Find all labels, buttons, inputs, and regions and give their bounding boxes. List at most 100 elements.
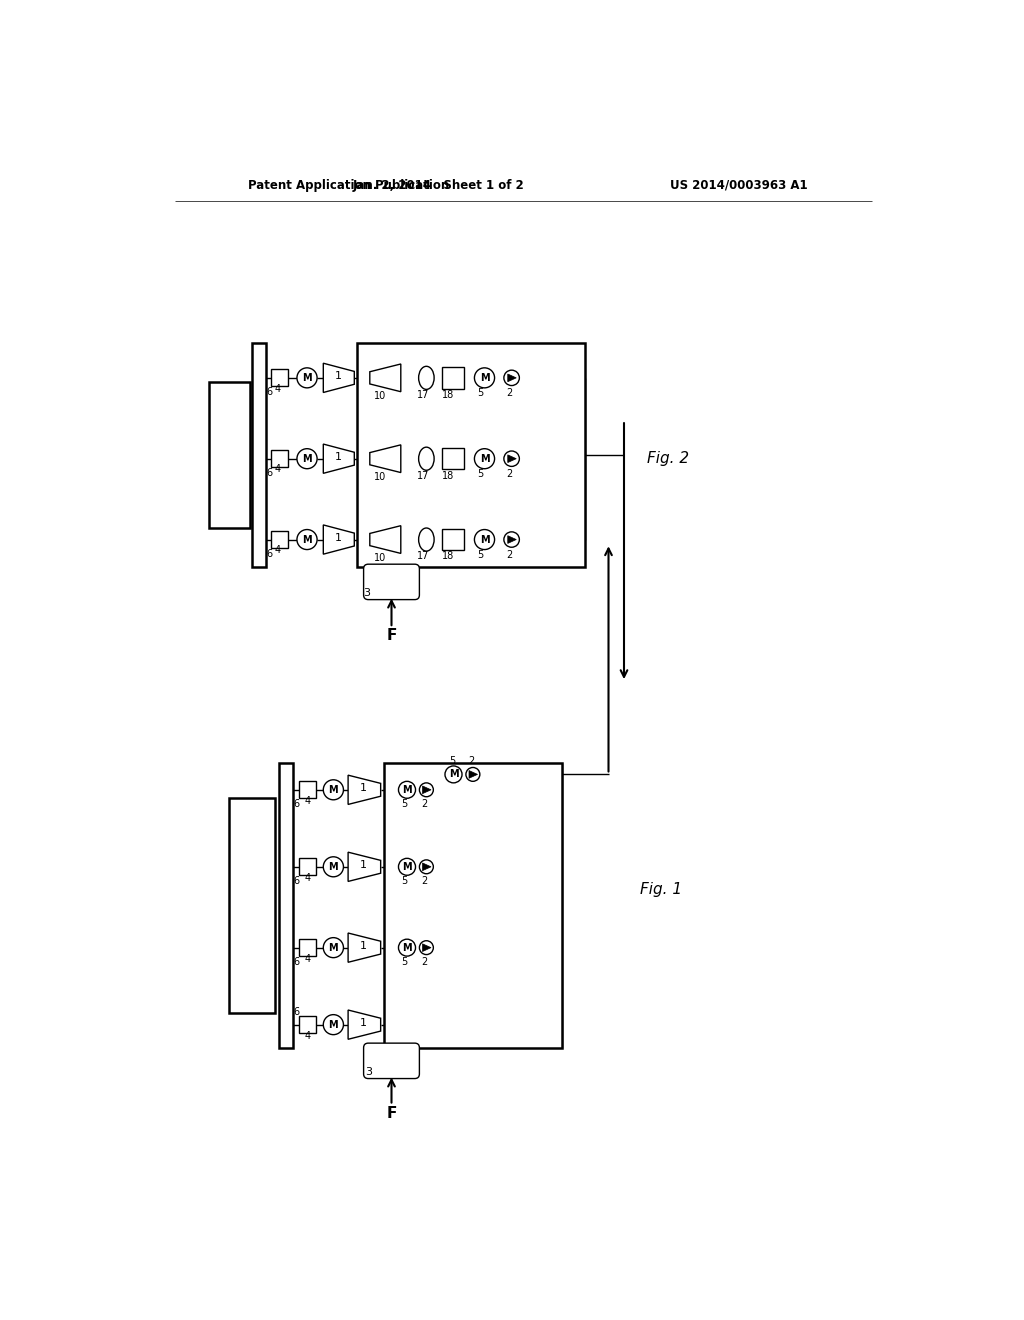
Text: 1: 1 (360, 861, 367, 870)
Text: 6: 6 (293, 876, 299, 887)
Circle shape (474, 449, 495, 469)
Text: 6: 6 (293, 957, 299, 968)
Text: Fig. 1: Fig. 1 (640, 882, 682, 898)
Bar (299, 940, 315, 956)
Text: 1: 1 (360, 1018, 367, 1028)
Text: 3: 3 (364, 589, 371, 598)
Ellipse shape (419, 528, 434, 552)
Text: 2: 2 (422, 957, 428, 966)
Text: 5: 5 (477, 550, 483, 560)
Text: 17: 17 (417, 389, 429, 400)
Ellipse shape (419, 447, 434, 470)
Polygon shape (348, 1010, 381, 1039)
Text: 6: 6 (267, 469, 272, 478)
Text: M: M (479, 454, 489, 463)
Text: M: M (302, 372, 312, 383)
Text: 6: 6 (267, 388, 272, 397)
Text: M: M (302, 454, 312, 463)
Bar (356, 343, 586, 566)
Text: M: M (402, 862, 412, 871)
Circle shape (420, 941, 433, 954)
Text: M: M (402, 942, 412, 953)
Text: M: M (302, 535, 312, 545)
Text: M: M (479, 535, 489, 545)
Bar (209, 381, 250, 528)
Text: 1: 1 (360, 783, 367, 793)
Text: 4: 4 (274, 384, 281, 393)
Ellipse shape (419, 367, 434, 389)
Text: 10: 10 (374, 473, 386, 482)
Text: 4: 4 (305, 796, 311, 807)
Text: 4: 4 (305, 874, 311, 883)
Polygon shape (324, 525, 354, 554)
Bar (271, 450, 289, 467)
Polygon shape (423, 785, 431, 793)
Text: 18: 18 (442, 471, 455, 480)
Text: 6: 6 (267, 549, 272, 560)
Bar (299, 858, 315, 875)
Text: 5: 5 (477, 388, 483, 399)
Text: 2: 2 (422, 799, 428, 809)
Polygon shape (348, 853, 381, 882)
Text: 10: 10 (374, 553, 386, 564)
Circle shape (324, 1015, 343, 1035)
Circle shape (297, 529, 317, 549)
Text: 1: 1 (360, 941, 367, 952)
Text: 5: 5 (401, 875, 408, 886)
Text: US 2014/0003963 A1: US 2014/0003963 A1 (671, 178, 808, 191)
Circle shape (324, 780, 343, 800)
Text: M: M (329, 1019, 338, 1030)
Circle shape (398, 940, 416, 956)
Text: M: M (479, 372, 489, 383)
Bar (442, 529, 464, 550)
Text: F: F (386, 628, 396, 643)
Text: 17: 17 (417, 471, 429, 480)
Bar (299, 781, 315, 799)
Polygon shape (348, 933, 381, 962)
Bar (442, 447, 464, 470)
Text: M: M (449, 770, 459, 779)
Circle shape (398, 858, 416, 875)
Text: Fig. 2: Fig. 2 (647, 451, 689, 466)
Polygon shape (508, 536, 516, 544)
Text: 1: 1 (335, 453, 342, 462)
Circle shape (504, 370, 519, 385)
Text: Patent Application Publication: Patent Application Publication (248, 178, 450, 191)
Bar (228, 797, 275, 1014)
Text: 2: 2 (506, 550, 512, 560)
Text: M: M (329, 862, 338, 871)
Circle shape (324, 857, 343, 876)
Text: 18: 18 (442, 389, 455, 400)
Text: F: F (386, 1106, 396, 1121)
Text: 2: 2 (506, 388, 512, 399)
Circle shape (297, 449, 317, 469)
Circle shape (398, 781, 416, 799)
Text: 5: 5 (449, 756, 455, 767)
Text: 10: 10 (374, 391, 386, 401)
Text: M: M (329, 785, 338, 795)
Bar (252, 343, 266, 566)
Text: 18: 18 (442, 552, 455, 561)
Bar (299, 1016, 315, 1034)
Polygon shape (370, 364, 400, 392)
Polygon shape (370, 525, 400, 553)
Text: 4: 4 (305, 954, 311, 964)
Text: 4: 4 (274, 545, 281, 556)
Text: 5: 5 (401, 799, 408, 809)
Polygon shape (423, 863, 431, 871)
Text: 1: 1 (335, 533, 342, 543)
Circle shape (466, 767, 480, 781)
Bar (271, 370, 289, 387)
Circle shape (297, 368, 317, 388)
Text: 2: 2 (422, 875, 428, 886)
FancyBboxPatch shape (364, 564, 420, 599)
Polygon shape (370, 445, 400, 473)
Text: 6: 6 (293, 800, 299, 809)
Bar (384, 763, 562, 1048)
Circle shape (474, 529, 495, 549)
Text: M: M (329, 942, 338, 953)
FancyBboxPatch shape (364, 1043, 420, 1078)
Text: 4: 4 (274, 465, 281, 474)
Circle shape (504, 532, 519, 548)
Text: 1: 1 (335, 371, 342, 381)
